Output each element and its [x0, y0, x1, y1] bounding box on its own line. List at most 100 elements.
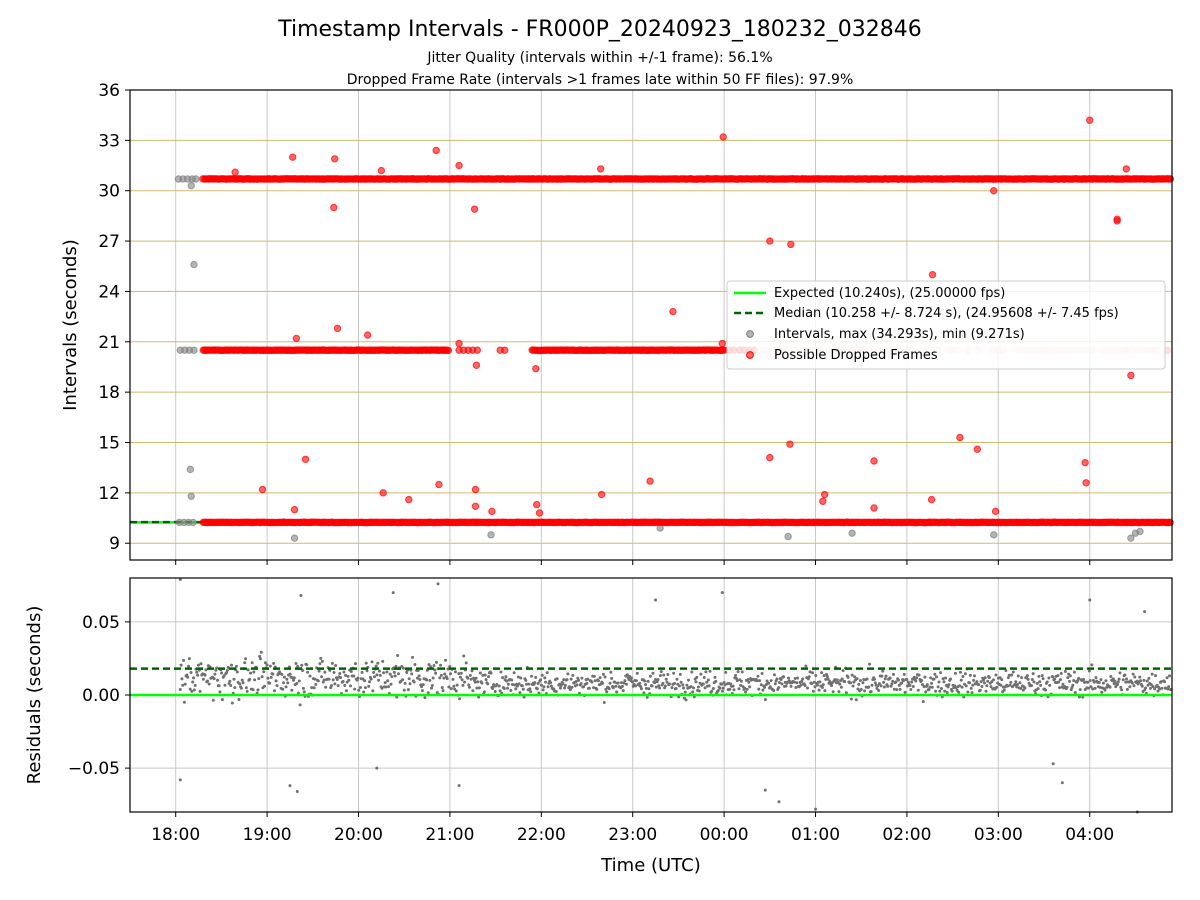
residual-point — [607, 687, 611, 691]
dropped-frame-point — [1086, 116, 1094, 124]
intervals-y-tick-label: 18 — [98, 383, 120, 403]
residual-point — [1030, 684, 1034, 688]
residual-point — [275, 684, 279, 688]
residual-point — [1168, 674, 1172, 678]
residual-point — [388, 672, 392, 676]
residual-point — [758, 679, 762, 683]
residual-point — [739, 679, 743, 683]
residual-point — [420, 685, 424, 689]
residual-point — [310, 686, 314, 690]
residual-point — [342, 670, 346, 674]
residual-point — [269, 675, 273, 679]
residual-point — [784, 684, 788, 688]
residual-point — [635, 671, 639, 675]
residual-point — [1130, 681, 1134, 685]
dropped-frame-point — [956, 433, 964, 442]
residual-point — [1040, 674, 1044, 678]
residual-point — [934, 675, 938, 679]
residual-point — [823, 689, 827, 693]
residual-point — [427, 663, 431, 667]
residual-point — [744, 690, 748, 694]
residual-point — [674, 686, 678, 690]
residual-point — [199, 662, 203, 666]
residual-point — [495, 683, 499, 687]
residual-point — [808, 670, 812, 674]
residual-point — [511, 682, 515, 686]
residual-point — [1098, 685, 1102, 689]
residual-point — [1144, 686, 1148, 690]
residual-point — [198, 689, 202, 693]
residual-point — [961, 675, 965, 679]
residual-point — [372, 675, 376, 679]
residual-point — [1103, 688, 1107, 692]
interval-point — [187, 181, 195, 190]
residual-point — [413, 663, 417, 667]
residual-point — [253, 678, 257, 682]
intervals-y-tick-label: 36 — [98, 81, 120, 101]
residual-point — [579, 682, 583, 686]
dropped-frame-point — [787, 240, 795, 249]
residual-point — [183, 682, 187, 686]
legend-dropped-label: Possible Dropped Frames — [774, 348, 938, 363]
residual-point — [237, 698, 241, 702]
residual-point — [681, 683, 685, 687]
residual-point — [670, 686, 674, 690]
residual-point — [514, 687, 518, 691]
residual-point — [281, 687, 285, 691]
intervals-y-tick-label: 27 — [98, 232, 120, 252]
residual-point — [1155, 683, 1159, 687]
residual-point — [537, 691, 541, 695]
residual-point — [672, 671, 676, 675]
residual-point — [1010, 673, 1014, 677]
residual-point — [986, 679, 990, 683]
residual-point — [1104, 679, 1108, 683]
residual-point — [1132, 684, 1136, 688]
residual-point — [320, 659, 324, 663]
residual-point — [1116, 680, 1120, 684]
residual-point — [330, 661, 334, 665]
residual-point — [250, 661, 254, 665]
residual-point — [353, 662, 357, 666]
residual-point — [1133, 675, 1137, 679]
interval-point — [189, 518, 197, 527]
residual-point — [982, 678, 986, 682]
residual-point — [542, 685, 546, 689]
residual-point — [481, 673, 485, 677]
residual-point — [634, 684, 638, 688]
residual-point — [391, 591, 395, 595]
dropped-frame-point — [470, 205, 479, 213]
residual-point — [284, 685, 288, 689]
residual-point — [499, 670, 503, 674]
residual-point — [950, 689, 954, 693]
residual-point — [1151, 685, 1155, 689]
residual-point — [664, 677, 668, 681]
residual-point — [555, 677, 559, 681]
residual-point — [638, 681, 642, 685]
residual-point — [546, 685, 550, 689]
residual-point — [1018, 681, 1022, 685]
dropped-frame-point — [405, 495, 413, 504]
residual-point — [475, 686, 479, 690]
residual-point — [334, 663, 338, 667]
residual-point — [1038, 680, 1042, 684]
residual-point — [528, 687, 532, 691]
residual-point — [959, 678, 963, 682]
residual-point — [524, 678, 528, 682]
residual-point — [418, 678, 422, 682]
residual-point — [1061, 682, 1065, 686]
residual-point — [661, 681, 665, 685]
dropped-frame-point — [870, 504, 878, 512]
residual-point — [256, 688, 260, 692]
residual-point — [746, 678, 750, 682]
residual-point — [1063, 670, 1067, 674]
residual-point — [644, 683, 648, 687]
residual-point — [1063, 685, 1067, 689]
residual-point — [1009, 680, 1013, 684]
interval-point — [990, 531, 998, 539]
residual-point — [436, 582, 440, 586]
residual-point — [192, 688, 196, 692]
residual-point — [1021, 688, 1025, 692]
residual-point — [344, 689, 348, 693]
residual-point — [928, 685, 932, 689]
residual-point — [1091, 687, 1095, 691]
